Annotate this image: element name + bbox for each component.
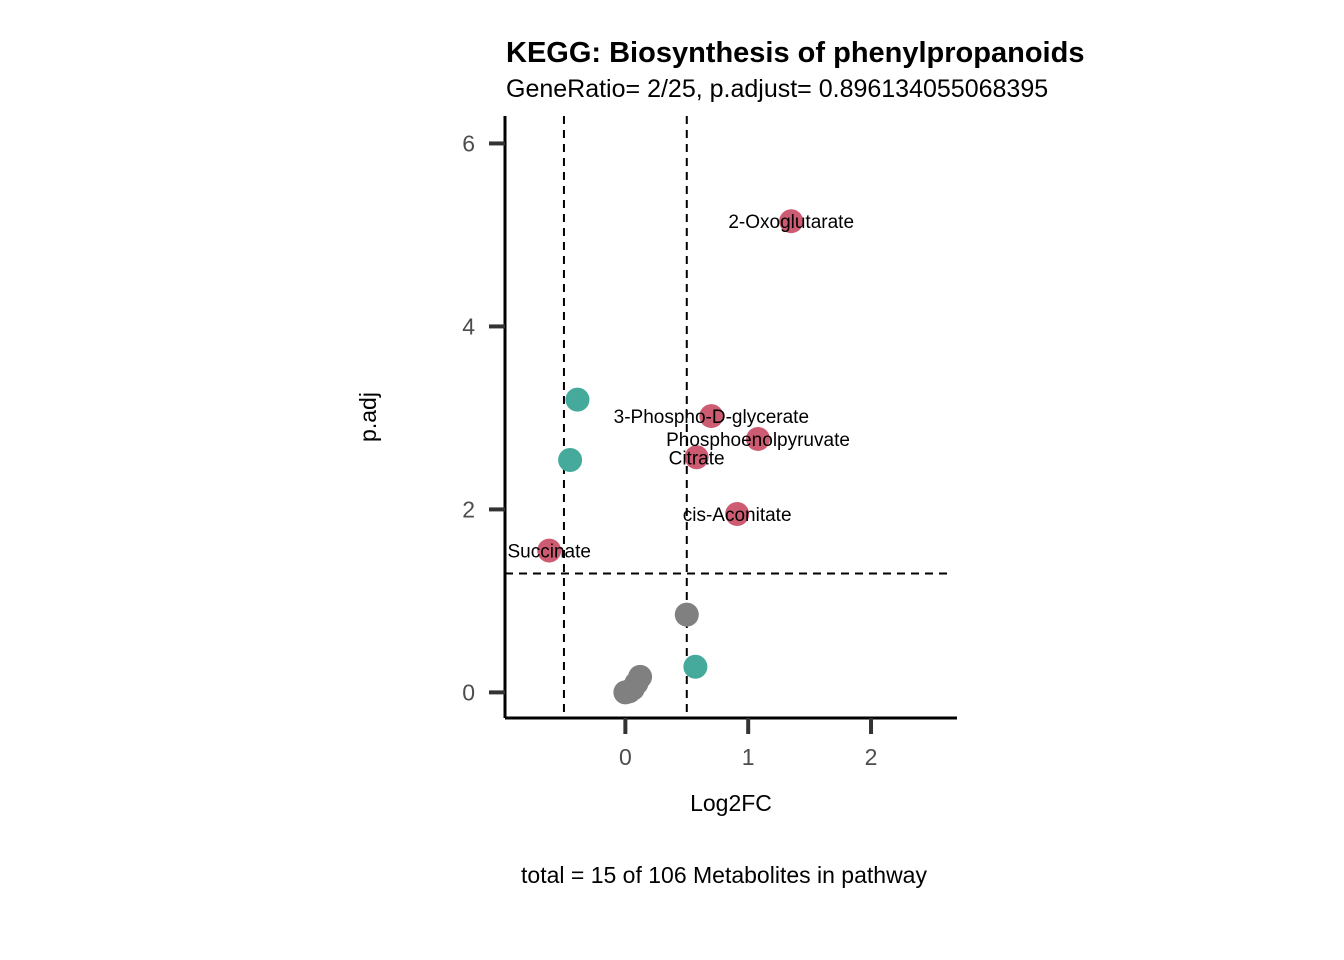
y-tick-label-1: 2	[462, 496, 475, 522]
data-point-14	[613, 680, 638, 705]
data-point-9	[674, 602, 699, 627]
point-label-1: 3-Phospho-D-glycerate	[614, 407, 809, 428]
x-axis-label: Log2FC	[690, 790, 772, 816]
point-label-0: 2-Oxoglutarate	[728, 212, 854, 233]
point-label-4: cis-Aconitate	[683, 505, 792, 526]
x-tick-label-1: 1	[742, 744, 755, 770]
data-point-1	[699, 404, 724, 429]
y-axis-label: p.adj	[355, 392, 381, 442]
data-point-3	[684, 445, 709, 470]
data-points	[537, 209, 804, 705]
y-tick-label-0: 0	[462, 679, 475, 705]
chart-subtitle: GeneRatio= 2/25, p.adjust= 0.89613405506…	[506, 75, 1048, 103]
y-axis-ticks: 0 2 4 6	[462, 130, 505, 705]
data-point-7	[558, 448, 583, 472]
x-tick-label-0: 0	[619, 744, 632, 770]
data-point-0	[779, 209, 804, 234]
data-point-8	[683, 654, 708, 679]
threshold-lines	[505, 116, 949, 718]
x-axis-ticks: 0 1 2	[619, 718, 877, 770]
y-tick-label-3: 6	[462, 130, 475, 156]
chart-title: KEGG: Biosynthesis of phenylpropanoids	[506, 37, 1084, 69]
point-label-5: Succinate	[507, 542, 590, 563]
point-labels: 2-Oxoglutarate 3-Phospho-D-glyceratePhosp…	[507, 212, 854, 562]
x-tick-label-2: 2	[865, 744, 878, 770]
point-label-2: Phosphoenolpyruvate	[666, 430, 850, 451]
data-point-6	[565, 387, 590, 412]
data-point-5	[537, 538, 562, 563]
caption: total = 15 of 106 Metabolites in pathway	[521, 862, 927, 888]
data-point-4	[725, 501, 750, 526]
point-label-3: Citrate	[669, 448, 725, 469]
data-point-2	[746, 426, 771, 451]
y-tick-label-2: 4	[462, 313, 475, 339]
